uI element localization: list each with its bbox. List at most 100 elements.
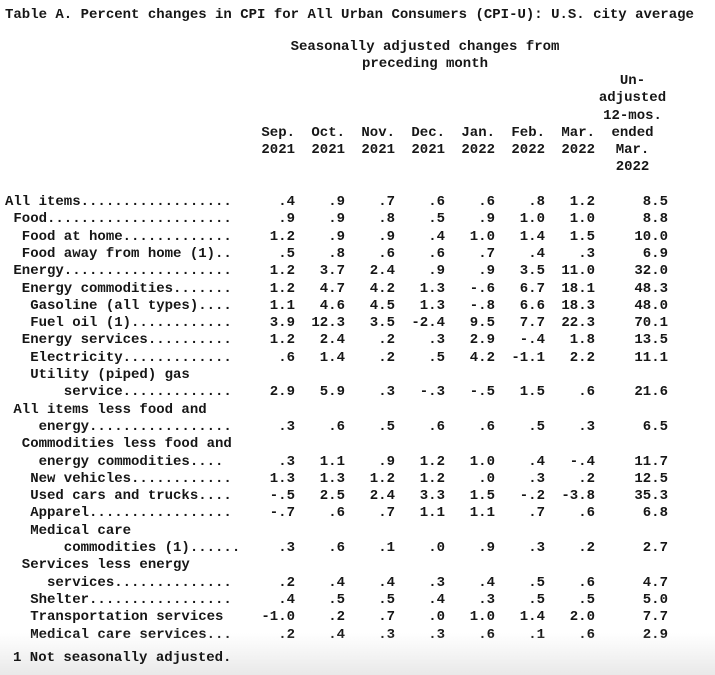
cell-value: 6.6 <box>519 297 545 314</box>
cell-value: 1.5 <box>469 488 495 505</box>
column-header-year: 2022 <box>461 142 495 159</box>
page-title: Table A. Percent changes in CPI for All … <box>5 7 694 23</box>
row-label: Utility (piped) gas <box>5 367 190 384</box>
row-label: services.............. <box>5 574 232 591</box>
cell-value: -.5 <box>469 384 495 401</box>
column-header-month: Mar. <box>561 124 595 141</box>
cell-value: 1.1 <box>319 453 345 470</box>
cell-value: .2 <box>578 470 595 487</box>
cell-value: -2.4 <box>411 315 445 332</box>
cell-value: -.5 <box>269 488 295 505</box>
cell-value: .7 <box>378 194 395 211</box>
cell-value: 3.7 <box>319 263 345 280</box>
cell-value: 6.7 <box>519 280 545 297</box>
cell-value: .7 <box>378 609 395 626</box>
cell-value: -3.8 <box>561 488 595 505</box>
row-label: Gasoline (all types).... <box>5 297 232 314</box>
cell-value: .2 <box>378 332 395 349</box>
cell-value-unadjusted: 48.0 <box>634 297 668 314</box>
cell-value: .3 <box>278 418 295 435</box>
row-label: commodities (1)...... <box>5 540 241 557</box>
cell-value: .4 <box>528 245 545 262</box>
cell-value-unadjusted: 2.7 <box>642 540 668 557</box>
cell-value: 1.0 <box>569 211 595 228</box>
cell-value: .9 <box>378 453 395 470</box>
cell-value: .9 <box>478 211 495 228</box>
cell-value: .0 <box>428 609 445 626</box>
column-header-month: Jan. <box>461 124 495 141</box>
column-header-year: 2022 <box>511 142 545 159</box>
cell-value-unadjusted: 35.3 <box>634 488 668 505</box>
cell-value-unadjusted: 8.8 <box>642 211 668 228</box>
cell-value: 1.4 <box>519 609 545 626</box>
unadjusted-column-header-line: adjusted <box>598 90 667 107</box>
cell-value: 1.2 <box>269 280 295 297</box>
cell-value: .5 <box>328 591 345 608</box>
cell-value: 1.8 <box>569 332 595 349</box>
cell-value: .0 <box>428 540 445 557</box>
cell-value: 2.0 <box>569 609 595 626</box>
row-label: All items.................. <box>5 194 232 211</box>
row-label: Services less energy <box>5 557 190 574</box>
cell-value-unadjusted: 11.7 <box>634 453 668 470</box>
column-header-year: 2021 <box>261 142 295 159</box>
cell-value: 1.4 <box>319 349 345 366</box>
cell-value: 1.2 <box>369 470 395 487</box>
cell-value: .6 <box>478 194 495 211</box>
cell-value: .9 <box>328 211 345 228</box>
cell-value: 12.3 <box>311 315 345 332</box>
cell-value: .6 <box>578 505 595 522</box>
row-label: service............. <box>5 384 232 401</box>
footer-fade <box>0 633 715 675</box>
cell-value-unadjusted: 6.9 <box>642 245 668 262</box>
row-label: Fuel oil (1)............ <box>5 315 232 332</box>
cell-value: .3 <box>428 332 445 349</box>
cell-value: .4 <box>428 228 445 245</box>
cell-value: .7 <box>528 505 545 522</box>
cell-value: .8 <box>328 245 345 262</box>
cell-value: -.7 <box>269 505 295 522</box>
cell-value: 1.5 <box>519 384 545 401</box>
row-label: energy................. <box>5 418 232 435</box>
cell-value: .2 <box>328 609 345 626</box>
row-label: Apparel................. <box>5 505 232 522</box>
cell-value: .5 <box>578 591 595 608</box>
cell-value: .9 <box>378 228 395 245</box>
cell-value: 3.9 <box>269 315 295 332</box>
cell-value: .9 <box>328 194 345 211</box>
row-label: Electricity............. <box>5 349 232 366</box>
cell-value: .3 <box>278 540 295 557</box>
cell-value: .5 <box>528 591 545 608</box>
cell-value: .6 <box>428 418 445 435</box>
cell-value: .7 <box>478 245 495 262</box>
cell-value: .2 <box>578 540 595 557</box>
row-label: Food at home............. <box>5 228 232 245</box>
cell-value: .1 <box>378 540 395 557</box>
cell-value: 22.3 <box>561 315 595 332</box>
cell-value-unadjusted: 10.0 <box>634 228 668 245</box>
cell-value-unadjusted: 6.5 <box>642 418 668 435</box>
cell-value: .0 <box>478 470 495 487</box>
cell-value: 1.2 <box>269 263 295 280</box>
cell-value: 7.7 <box>519 315 545 332</box>
cell-value: .3 <box>528 540 545 557</box>
cell-value: 3.3 <box>419 488 445 505</box>
cell-value: .5 <box>528 574 545 591</box>
cell-value: .9 <box>428 263 445 280</box>
cell-value: .5 <box>378 418 395 435</box>
cell-value: 2.4 <box>319 332 345 349</box>
row-label: Medical care <box>5 522 132 539</box>
cell-value: 1.3 <box>419 280 445 297</box>
cell-value: .6 <box>428 194 445 211</box>
cell-value: .5 <box>278 245 295 262</box>
cell-value-unadjusted: 32.0 <box>634 263 668 280</box>
cell-value-unadjusted: 11.1 <box>634 349 668 366</box>
cell-value: .3 <box>278 453 295 470</box>
cell-value: 18.1 <box>561 280 595 297</box>
cell-value-unadjusted: 7.7 <box>642 609 668 626</box>
cell-value-unadjusted: 13.5 <box>634 332 668 349</box>
cell-value: -.2 <box>519 488 545 505</box>
cell-value: 1.0 <box>519 211 545 228</box>
cell-value: .9 <box>478 263 495 280</box>
